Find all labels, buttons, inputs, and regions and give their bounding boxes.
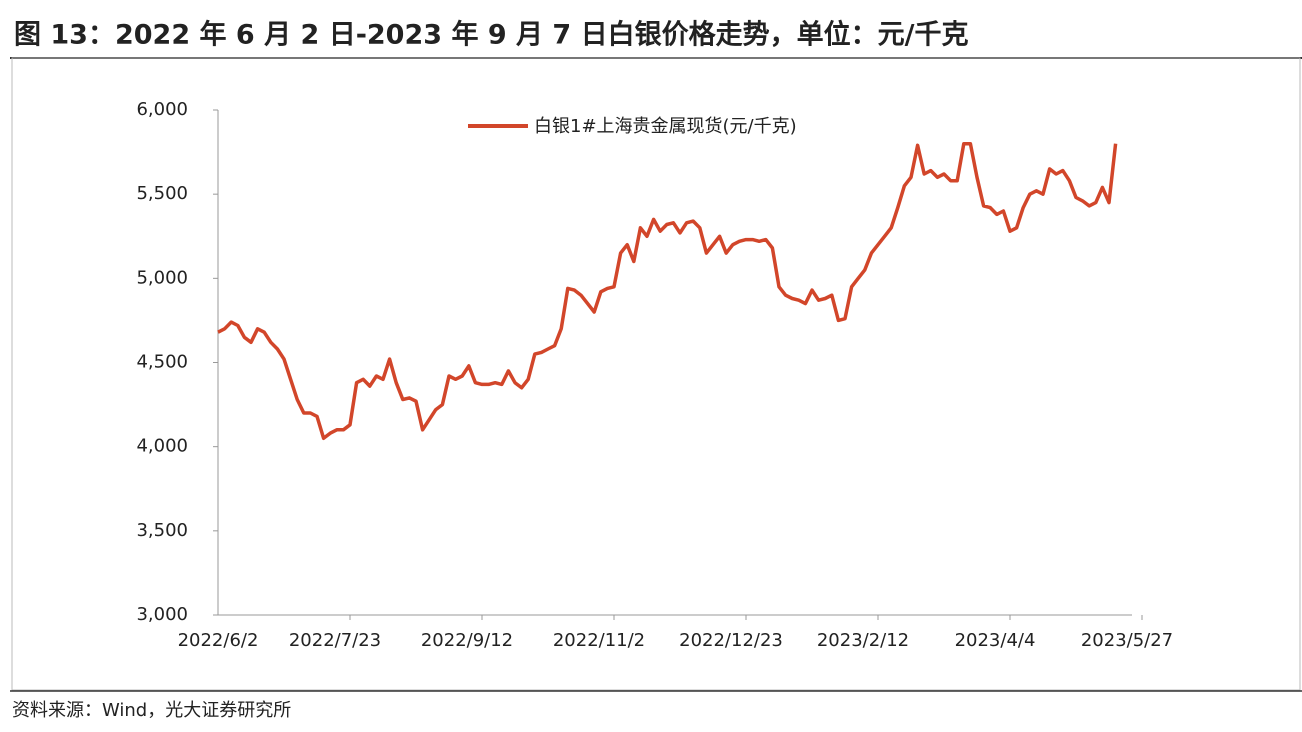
y-tick-label: 5,000	[136, 267, 188, 288]
x-tick-label: 2022/9/12	[421, 630, 513, 651]
x-tick-label: 2022/6/2	[178, 630, 259, 651]
x-tick-label: 2022/7/23	[289, 630, 381, 651]
y-tick-label: 4,000	[136, 436, 188, 457]
series-line	[217, 141, 1118, 441]
y-tick-label: 5,500	[136, 183, 188, 204]
y-tick-label: 4,500	[136, 352, 188, 373]
x-tick-label: 2023/2/12	[817, 630, 909, 651]
source-note: 资料来源：Wind，光大证券研究所	[12, 700, 291, 721]
y-tick-label: 6,000	[136, 99, 188, 120]
x-tick-label: 2022/11/2	[553, 630, 645, 651]
x-tick-label: 2022/12/23	[679, 630, 783, 651]
y-tick-label: 3,000	[136, 604, 188, 625]
y-tick-label: 3,500	[136, 520, 188, 541]
legend-label: 白银1#上海贵金属现货(元/千克)	[534, 116, 797, 137]
chart-title: 图 13：2022 年 6 月 2 日-2023 年 9 月 7 日白银价格走势…	[14, 19, 968, 51]
x-tick-label: 2023/4/4	[955, 630, 1036, 651]
chart-frame	[11, 57, 1301, 691]
x-tick-label: 2023/5/27	[1081, 630, 1173, 651]
